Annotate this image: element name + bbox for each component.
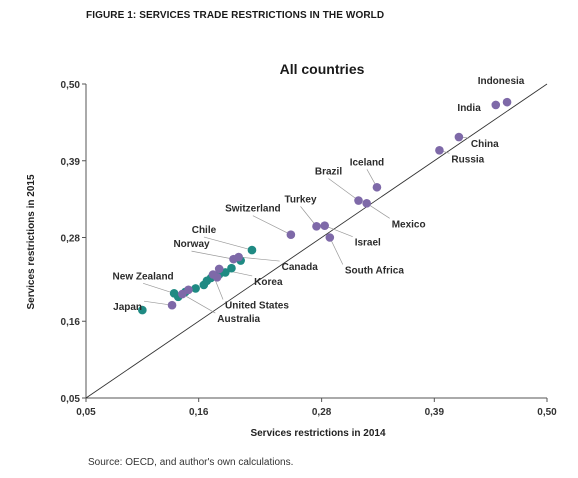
scatter-point: [286, 230, 296, 240]
diagonal-line: [85, 83, 548, 399]
x-tick-label: 0,05: [76, 407, 96, 418]
point-label: United States: [225, 300, 289, 311]
scatter-point: [362, 199, 371, 208]
scatter-point: [227, 263, 236, 273]
y-axis-label: Services restrictions in 2015: [26, 174, 37, 310]
x-tick-label: 0,16: [189, 407, 209, 418]
point-label: China: [471, 139, 499, 150]
leader-line: [252, 215, 292, 236]
x-tick-label: 0,39: [425, 407, 445, 418]
leader-line: [328, 178, 359, 201]
leader-line: [142, 283, 175, 294]
source-note: Source: OECD, and author's own calculati…: [88, 457, 294, 468]
point-label: Norway: [173, 239, 210, 250]
scatter-point: [208, 270, 218, 279]
point-label: Brazil: [315, 167, 342, 178]
point-label: Russia: [451, 154, 484, 165]
x-tick-label: 0,28: [312, 407, 332, 418]
point-label: India: [457, 103, 481, 114]
y-tick-label: 0,50: [61, 80, 81, 91]
y-tick-label: 0,28: [61, 234, 81, 245]
leader-line: [203, 236, 253, 251]
leader-line: [191, 250, 234, 260]
point-label: Turkey: [284, 194, 316, 205]
y-tick-label: 0,05: [61, 394, 81, 405]
point-labels: Indonesia India China Russia Iceland Brazil Me…: [113, 76, 525, 325]
scatter-point: [169, 289, 179, 298]
scatter-point: [435, 145, 444, 155]
scatter-point: [354, 196, 363, 205]
point-label: Korea: [254, 277, 283, 288]
scatter-point: [372, 182, 382, 192]
scatter-point: [214, 264, 224, 274]
scatter-point: [247, 245, 257, 255]
axes: 0,05 0,05 0,16 0,16 0,28 0,28 0,39 0,39 0,50 0,50: [61, 80, 558, 418]
point-label: Canada: [282, 262, 319, 273]
leader-line: [366, 203, 390, 219]
leader-line: [324, 225, 353, 237]
point-label: Switzerland: [225, 204, 281, 215]
scatter-point: [320, 221, 329, 230]
reference-line: [85, 83, 548, 399]
point-label: Mexico: [392, 219, 426, 230]
leader-line: [329, 237, 344, 265]
x-tick-label: 0,50: [537, 407, 557, 418]
scatter-point: [491, 100, 501, 110]
point-label: South Africa: [345, 266, 405, 277]
scatter-point: [325, 233, 335, 242]
scatter-point: [312, 222, 321, 231]
x-axis-label: Services restrictions in 2014: [250, 428, 386, 439]
point-label: Australia: [217, 314, 260, 325]
point-label: Israel: [355, 238, 381, 249]
scatter-point: [184, 285, 193, 295]
scatter-point: [234, 252, 243, 262]
leader-line: [144, 300, 173, 306]
leader-line: [182, 293, 216, 314]
scatter-point: [138, 305, 147, 315]
point-label: Indonesia: [478, 76, 525, 87]
point-label: Iceland: [350, 157, 384, 168]
point-label: Chile: [192, 225, 217, 236]
scatter-point: [177, 289, 187, 299]
point-label: Japan: [113, 302, 142, 313]
scatter-point: [502, 97, 512, 107]
scatter-point: [167, 300, 177, 310]
data-points: [138, 97, 512, 315]
y-tick-label: 0,16: [61, 317, 81, 328]
chart-title: All countries: [280, 61, 365, 77]
y-tick-label: 0,39: [61, 157, 81, 168]
scatter-point: [191, 284, 200, 293]
scatter-point: [454, 132, 464, 142]
point-label: New Zealand: [113, 271, 174, 282]
leader-line: [238, 256, 280, 262]
figure-title: FIGURE 1: SERVICES TRADE RESTRICTIONS IN…: [86, 10, 385, 21]
